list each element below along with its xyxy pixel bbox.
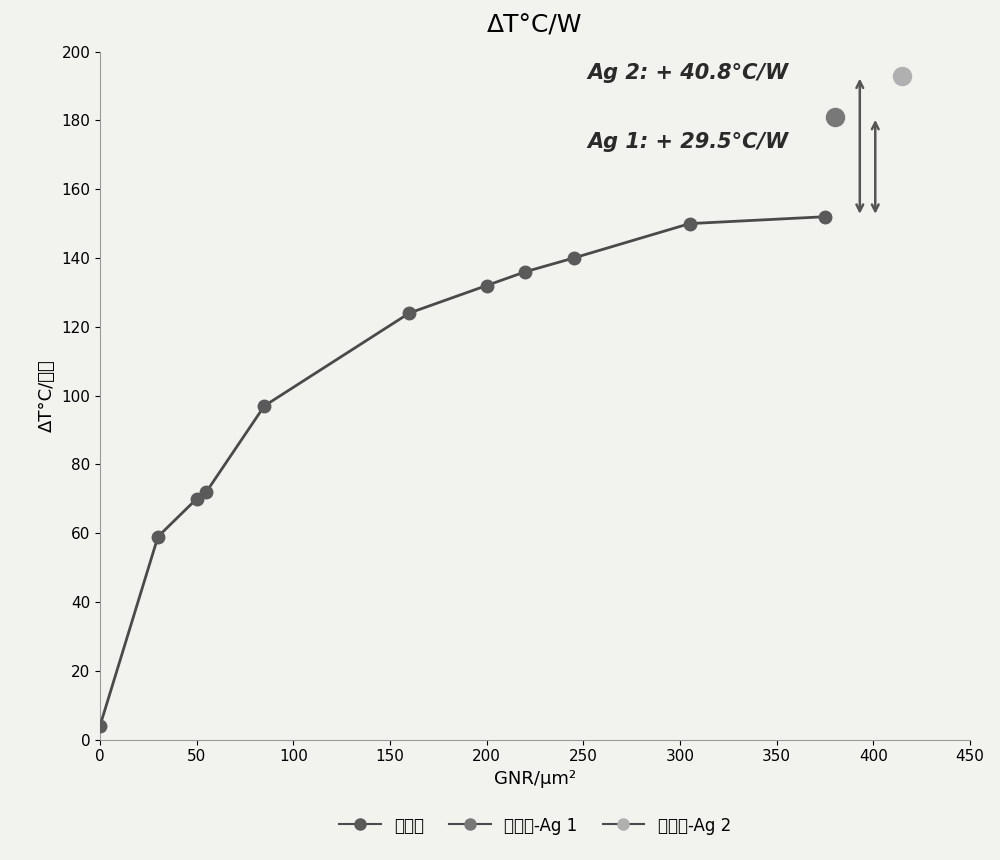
Y-axis label: ΔT°C/瓦特: ΔT°C/瓦特 bbox=[38, 359, 56, 432]
X-axis label: GNR/μm²: GNR/μm² bbox=[494, 770, 576, 788]
Text: Ag 1: + 29.5°C/W: Ag 1: + 29.5°C/W bbox=[587, 132, 788, 152]
Text: Ag 2: + 40.8°C/W: Ag 2: + 40.8°C/W bbox=[587, 63, 788, 83]
Legend: 网状物, 网状物-Ag 1, 网状物-Ag 2: 网状物, 网状物-Ag 1, 网状物-Ag 2 bbox=[333, 810, 737, 841]
Title: ΔT°C/W: ΔT°C/W bbox=[487, 13, 583, 37]
